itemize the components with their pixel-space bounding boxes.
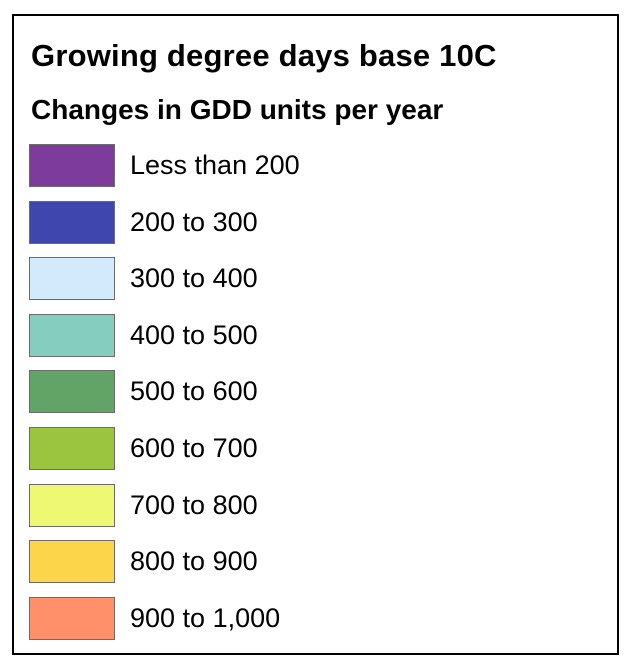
legend-item-label: 800 to 900: [130, 546, 258, 577]
color-swatch: [29, 200, 115, 244]
legend-item-label: Less than 200: [130, 150, 300, 180]
legend-item-label: 500 to 600: [130, 376, 258, 407]
color-swatch: [29, 596, 115, 640]
legend-item-400-to-500: 400 to 500: [29, 313, 300, 357]
legend-item-label: 600 to 700: [130, 432, 258, 463]
legend-item-800-to-900: 800 to 900: [29, 540, 300, 584]
legend-item-label: 400 to 500: [130, 319, 258, 350]
legend-subtitle: Changes in GDD units per year: [31, 94, 444, 125]
color-swatch: [29, 540, 115, 584]
color-swatch: [29, 257, 115, 301]
legend-item-900-to-1000: 900 to 1,000: [29, 596, 300, 640]
map-legend: Growing degree days base 10C Changes in …: [12, 14, 619, 655]
legend-item-600-to-700: 600 to 700: [29, 426, 300, 470]
legend-item-label: 900 to 1,000: [130, 602, 281, 633]
legend-item-label: 700 to 800: [130, 489, 258, 520]
color-swatch: [29, 426, 115, 470]
legend-item-label: 200 to 300: [130, 206, 258, 237]
legend-item-500-to-600: 500 to 600: [29, 370, 300, 414]
legend-item-200-to-300: 200 to 300: [29, 200, 300, 244]
legend-item-less-than-200: Less than 200: [29, 144, 300, 187]
color-swatch: [29, 313, 115, 357]
color-swatch: [29, 483, 115, 527]
legend-items: Less than 200 200 to 300 300 to 400 400 …: [29, 144, 300, 653]
legend-title: Growing degree days base 10C: [31, 38, 497, 73]
legend-item-300-to-400: 300 to 400: [29, 257, 300, 301]
legend-item-700-to-800: 700 to 800: [29, 483, 300, 527]
legend-item-label: 300 to 400: [130, 263, 258, 294]
color-swatch: [29, 144, 115, 187]
color-swatch: [29, 370, 115, 414]
